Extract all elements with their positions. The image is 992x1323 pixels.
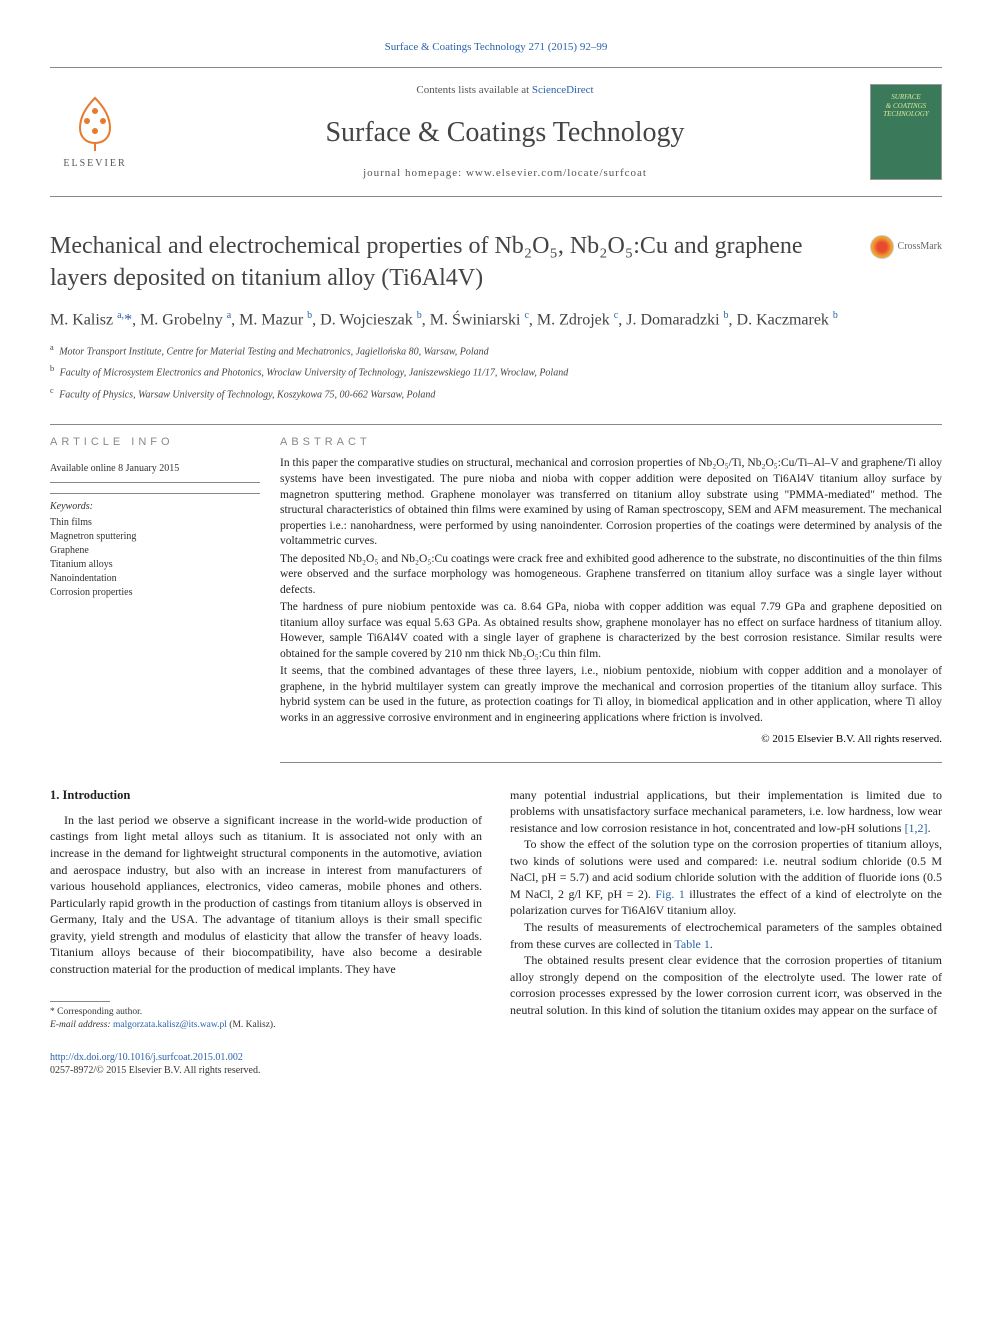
elsevier-logo: ELSEVIER — [50, 82, 140, 182]
available-online: Available online 8 January 2015 — [50, 456, 260, 483]
elsevier-tree-icon — [65, 93, 125, 153]
abstract-heading: abstract — [280, 435, 942, 450]
publisher-label: ELSEVIER — [63, 157, 126, 171]
cover-text-2: & COATINGS — [886, 102, 926, 110]
crossmark-icon — [870, 235, 894, 259]
abstract-paragraph: In this paper the comparative studies on… — [280, 456, 942, 549]
journal-title: Surface & Coatings Technology — [140, 113, 870, 152]
abstract-copyright: © 2015 Elsevier B.V. All rights reserved… — [280, 732, 942, 747]
top-citation[interactable]: Surface & Coatings Technology 271 (2015)… — [50, 40, 942, 55]
issn-line: 0257-8972/© 2015 Elsevier B.V. All right… — [50, 1064, 482, 1078]
p3-pre: The results of measurements of electroch… — [510, 920, 942, 951]
body-column-left: 1. Introduction In the last period we ob… — [50, 787, 482, 1079]
journal-center: Contents lists available at ScienceDirec… — [140, 83, 870, 181]
body-column-right: many potential industrial applications, … — [510, 787, 942, 1079]
crossmark-label: CrossMark — [898, 240, 942, 254]
article-info-heading: article info — [50, 435, 260, 450]
email-label: E-mail address: — [50, 1020, 113, 1030]
homepage-url[interactable]: www.elsevier.com/locate/surfcoat — [466, 167, 647, 179]
intro-paragraph-1: In the last period we observe a signific… — [50, 812, 482, 977]
contents-line: Contents lists available at ScienceDirec… — [140, 83, 870, 98]
keyword-item: Magnetron sputtering — [50, 530, 260, 544]
section-title: Introduction — [63, 788, 131, 802]
keyword-item: Thin films — [50, 516, 260, 530]
doi-link[interactable]: http://dx.doi.org/10.1016/j.surfcoat.201… — [50, 1051, 482, 1065]
abstract-paragraph: The deposited Nb₂O₅ and Nb₂O₅:Cu coating… — [280, 552, 942, 599]
crossmark-badge[interactable]: CrossMark — [870, 235, 942, 259]
p-cont-post: . — [928, 821, 931, 835]
section-number: 1. — [50, 788, 59, 802]
intro-paragraph-3: The results of measurements of electroch… — [510, 919, 942, 952]
fig-1-link[interactable]: Fig. 1 — [655, 887, 685, 901]
keyword-item: Nanoindentation — [50, 572, 260, 586]
ref-link-1-2[interactable]: [1,2] — [905, 821, 928, 835]
keyword-item: Titanium alloys — [50, 558, 260, 572]
journal-cover-thumb: SURFACE & COATINGS TECHNOLOGY — [870, 84, 942, 180]
footnote-separator — [50, 1001, 110, 1002]
keyword-item: Graphene — [50, 544, 260, 558]
abstract-paragraph: It seems, that the combined advantages o… — [280, 664, 942, 726]
corresponding-author-note: * Corresponding author. — [50, 1006, 482, 1019]
homepage-prefix: journal homepage: — [363, 167, 466, 179]
article-info-sidebar: article info Available online 8 January … — [50, 425, 280, 763]
p-cont-pre: many potential industrial applications, … — [510, 788, 942, 835]
cover-text-1: SURFACE — [891, 93, 920, 101]
intro-paragraph-2: To show the effect of the solution type … — [510, 836, 942, 919]
authors-list: M. Kalisz a,*, M. Grobelny a, M. Mazur b… — [50, 308, 942, 332]
table-1-link[interactable]: Table 1 — [674, 937, 709, 951]
journal-homepage: journal homepage: www.elsevier.com/locat… — [140, 166, 870, 181]
affiliation: a Motor Transport Institute, Centre for … — [50, 342, 942, 359]
keyword-item: Corrosion properties — [50, 586, 260, 600]
email-link[interactable]: malgorzata.kalisz@its.waw.pl — [113, 1020, 227, 1030]
journal-header: ELSEVIER Contents lists available at Sci… — [50, 67, 942, 197]
p3-post: . — [710, 937, 713, 951]
email-suffix: (M. Kalisz). — [227, 1020, 276, 1030]
article-title: Mechanical and electrochemical propertie… — [50, 231, 942, 293]
section-heading-intro: 1. Introduction — [50, 787, 482, 804]
contents-prefix: Contents lists available at — [416, 84, 531, 96]
abstract-paragraph: The hardness of pure niobium pentoxide w… — [280, 600, 942, 662]
cover-text-3: TECHNOLOGY — [883, 110, 929, 118]
email-footnote: E-mail address: malgorzata.kalisz@its.wa… — [50, 1019, 482, 1032]
sciencedirect-link[interactable]: ScienceDirect — [532, 84, 594, 96]
intro-paragraph-cont: many potential industrial applications, … — [510, 787, 942, 837]
doi-url[interactable]: http://dx.doi.org/10.1016/j.surfcoat.201… — [50, 1052, 243, 1063]
keywords-label: Keywords: — [50, 493, 260, 514]
intro-paragraph-4: The obtained results present clear evide… — [510, 952, 942, 1018]
abstract-section: abstract In this paper the comparative s… — [280, 425, 942, 763]
affiliation: c Faculty of Physics, Warsaw University … — [50, 385, 942, 402]
affiliation: b Faculty of Microsystem Electronics and… — [50, 363, 942, 380]
